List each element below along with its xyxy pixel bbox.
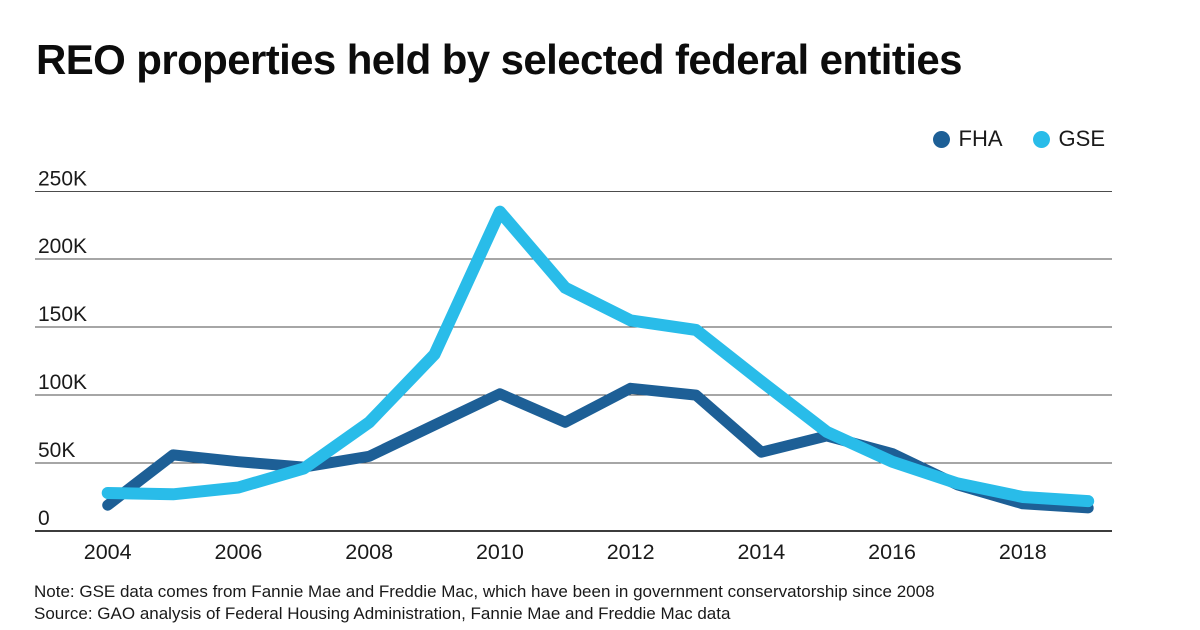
- note-text: Note: GSE data comes from Fannie Mae and…: [34, 582, 935, 601]
- legend-item-fha: FHA: [932, 126, 1003, 152]
- legend-label-fha: FHA: [958, 126, 1003, 151]
- x-tick-label: 2016: [868, 540, 916, 564]
- y-tick-label: 50K: [38, 439, 75, 462]
- gse-line: [101, 205, 1095, 508]
- y-axis-labels: 0 50K 100K 150K 200K 250K: [38, 167, 87, 530]
- series-lines: [101, 205, 1095, 514]
- x-tick-label: 2004: [84, 540, 132, 564]
- x-tick-label: 2010: [476, 540, 524, 564]
- x-tick-label: 2014: [737, 540, 785, 564]
- fha-line: [102, 382, 1094, 514]
- legend: FHA GSE: [932, 126, 1105, 152]
- source-text: Source: GAO analysis of Federal Housing …: [34, 604, 731, 623]
- y-tick-label: 0: [38, 507, 50, 530]
- gse-legend-dot-icon: [1032, 130, 1050, 148]
- x-axis-labels: 2004 2006 2008 2010 2012 2014 2016 2018: [84, 540, 1047, 564]
- y-tick-label: 200K: [38, 235, 87, 258]
- x-tick-label: 2006: [215, 540, 263, 564]
- y-tick-label: 150K: [38, 303, 87, 326]
- legend-item-gse: GSE: [1032, 126, 1105, 152]
- fha-legend-dot-icon: [932, 130, 950, 148]
- legend-label-gse: GSE: [1058, 126, 1105, 151]
- y-tick-label: 250K: [38, 167, 87, 190]
- x-tick-label: 2018: [999, 540, 1047, 564]
- chart-title: REO properties held by selected federal …: [36, 36, 962, 83]
- y-tick-label: 100K: [38, 371, 87, 394]
- x-tick-label: 2008: [345, 540, 393, 564]
- footnotes: Note: GSE data comes from Fannie Mae and…: [34, 581, 935, 625]
- x-tick-label: 2012: [607, 540, 655, 564]
